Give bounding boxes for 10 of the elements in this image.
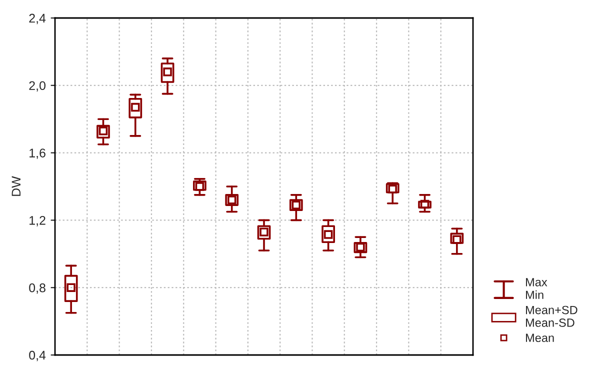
y-tick-label: 0,4 <box>29 350 46 362</box>
y-tick-label: 0,8 <box>29 283 46 294</box>
y-tick-label: 2,4 <box>29 14 46 24</box>
y-tick-label: 2,0 <box>29 81 46 92</box>
text: Mean <box>526 334 554 342</box>
y-tick-label: 1,6 <box>30 148 46 159</box>
text: Mean+SD Mean-SD <box>526 306 578 327</box>
y-tick-label: 1,2 <box>30 216 46 226</box>
y-axis-title: DW <box>12 176 20 196</box>
text: Max Min <box>526 278 548 299</box>
